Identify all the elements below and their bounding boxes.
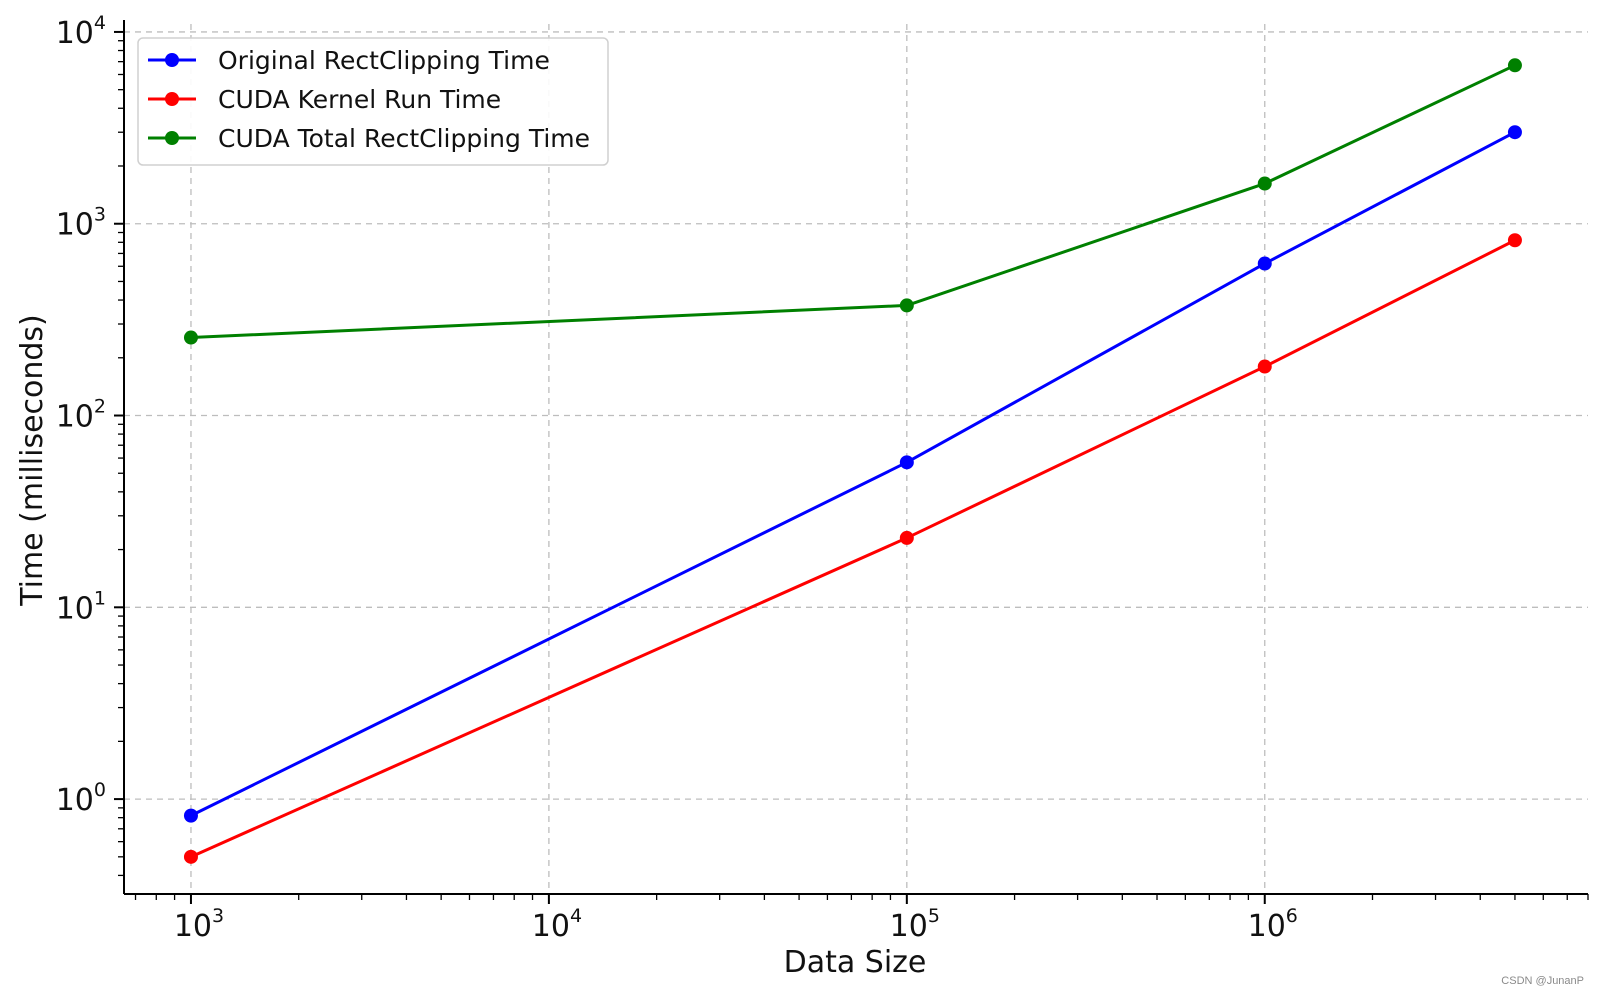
series-2 — [183, 233, 1522, 864]
x-tick-label: 103 — [174, 905, 224, 944]
data-point — [1257, 176, 1272, 191]
legend: Original RectClipping Time CUDA Kernel Ru… — [137, 37, 609, 166]
x-tick-label: 104 — [532, 905, 582, 944]
data-point — [1507, 233, 1522, 248]
data-point — [1257, 256, 1272, 271]
x-tick-label: 106 — [1248, 905, 1298, 944]
legend-marker — [165, 92, 179, 106]
y-tick-label: 103 — [56, 204, 106, 243]
data-point — [1507, 125, 1522, 140]
data-point — [1507, 58, 1522, 73]
data-point — [899, 298, 914, 313]
series-line — [190, 238, 1516, 859]
legend-entry: CUDA Total RectClipping Time — [148, 124, 590, 153]
legend-marker — [165, 131, 179, 145]
y-axis-title: Time (milliseconds) — [15, 314, 50, 607]
data-point — [899, 455, 914, 470]
y-tick-label: 100 — [56, 779, 106, 818]
series-layer — [183, 58, 1522, 864]
series-line — [190, 130, 1516, 817]
data-point — [899, 530, 914, 545]
ticks: 103 104 105 106 100 101 102 103 104 — [56, 12, 1589, 944]
data-point — [183, 330, 198, 345]
y-tick-label: 104 — [56, 12, 106, 51]
series-line — [190, 63, 1516, 340]
legend-frame — [137, 37, 609, 166]
watermark: CSDN @JunanP — [1501, 975, 1584, 987]
data-point — [183, 849, 198, 864]
y-tick-label: 101 — [56, 587, 106, 626]
grid — [124, 24, 1588, 894]
y-tick-label: 102 — [56, 396, 106, 435]
series-1 — [183, 125, 1522, 823]
legend-entry: Original RectClipping Time — [148, 46, 550, 75]
x-tick-label: 105 — [890, 905, 940, 944]
legend-entry: CUDA Kernel Run Time — [148, 85, 501, 114]
legend-label: CUDA Total RectClipping Time — [218, 124, 590, 153]
legend-label: Original RectClipping Time — [218, 46, 550, 75]
data-point — [1257, 359, 1272, 374]
series-3 — [183, 58, 1522, 345]
legend-marker — [165, 53, 179, 67]
legend-label: CUDA Kernel Run Time — [218, 85, 501, 114]
data-point — [183, 808, 198, 823]
x-axis-title: Data Size — [784, 945, 927, 980]
